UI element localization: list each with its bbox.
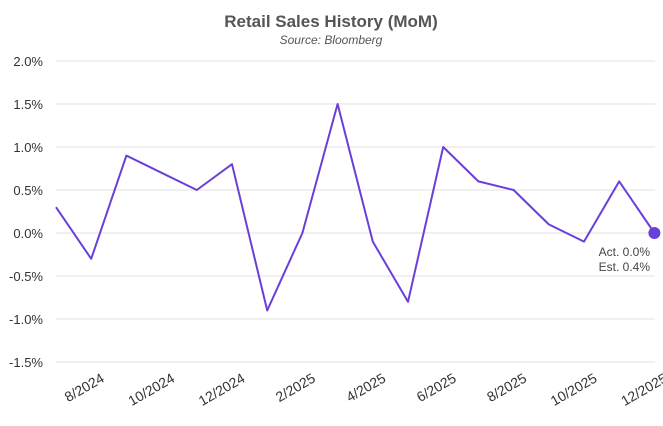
x-tick-label: 8/2025: [484, 370, 529, 405]
x-axis-ticks: 8/2024 10/2024 12/2024 2/2025 4/2025 6/2025 8/…: [62, 370, 663, 409]
chart-title: Retail Sales History (MoM): [224, 12, 438, 31]
series-layer: [55, 103, 656, 312]
y-tick-label: -1.0%: [9, 312, 43, 327]
series-line: [55, 103, 656, 312]
y-tick-label: 2.0%: [13, 54, 43, 69]
gridlines: [56, 60, 655, 363]
estimate-label: Est. 0.4%: [599, 260, 651, 274]
latest-value-marker: [648, 227, 661, 239]
chart-subtitle: Source: Bloomberg: [280, 33, 383, 47]
y-tick-label: 1.5%: [13, 97, 43, 112]
x-tick-label: 2/2025: [273, 370, 318, 405]
annotation-layer: Act. 0.0%Est. 0.4%: [599, 227, 661, 274]
y-tick-label: 1.0%: [13, 140, 43, 155]
y-tick-label: -1.5%: [9, 355, 43, 370]
x-tick-label: 10/2024: [125, 370, 177, 409]
y-tick-label: 0.0%: [13, 226, 43, 241]
y-axis-ticks: 2.0% 1.5% 1.0% 0.5% 0.0% -0.5% -1.0% -1.5%: [9, 54, 43, 370]
x-tick-label: 6/2025: [414, 370, 459, 405]
x-tick-label: 8/2024: [62, 370, 107, 405]
y-tick-label: -0.5%: [9, 269, 43, 284]
x-tick-label: 10/2025: [548, 370, 600, 409]
x-tick-label: 4/2025: [343, 370, 388, 405]
y-tick-label: 0.5%: [13, 183, 43, 198]
actual-label: Act. 0.0%: [599, 245, 651, 259]
x-tick-label: 12/2024: [196, 370, 248, 409]
x-tick-label: 12/2025: [618, 370, 663, 409]
